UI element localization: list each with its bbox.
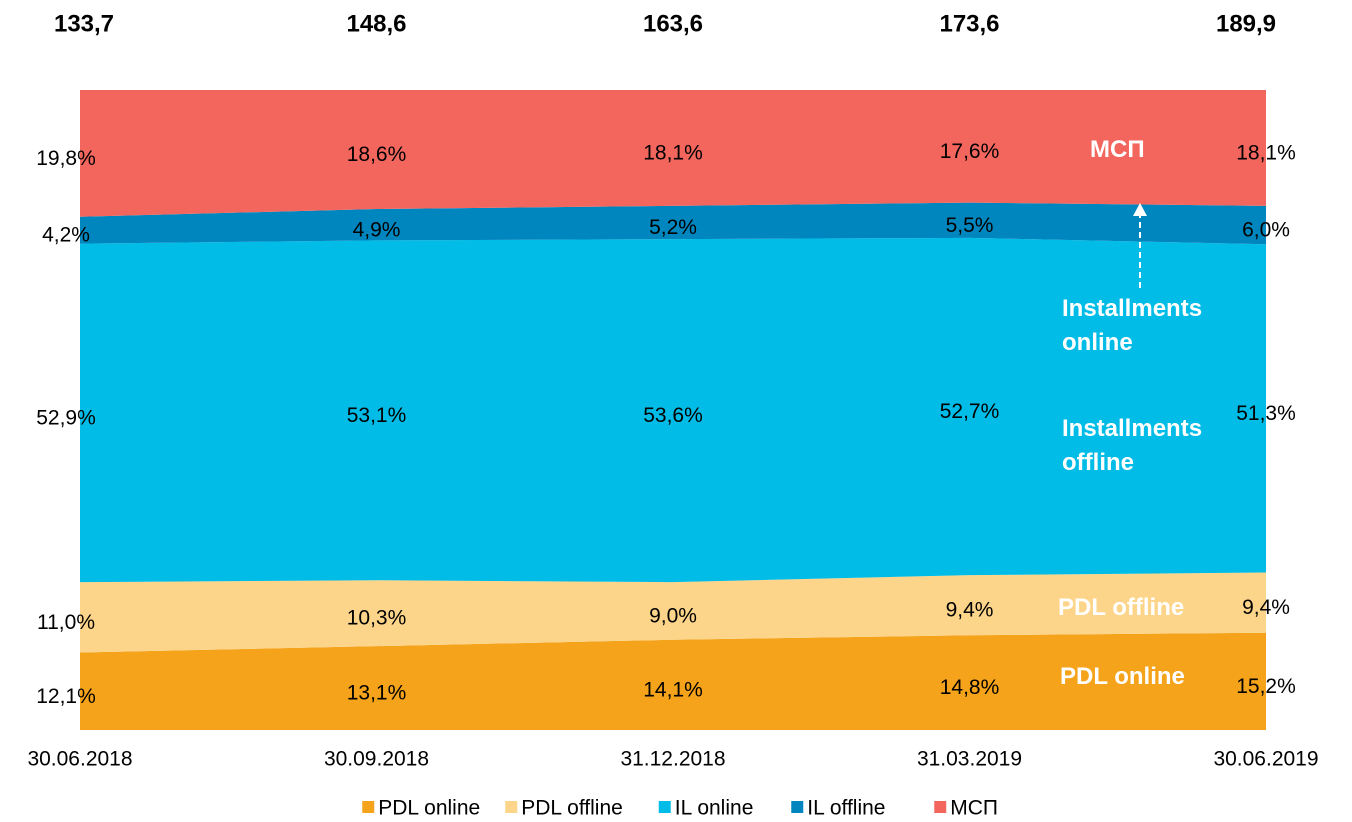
- legend-swatch: [362, 801, 375, 813]
- data-label: 4,2%: [42, 224, 90, 247]
- data-label: 18,1%: [1236, 141, 1296, 164]
- data-label: 12,1%: [36, 685, 96, 708]
- data-label: 14,8%: [940, 676, 1000, 699]
- data-label: 18,6%: [347, 143, 407, 166]
- x-tick-label: 30.06.2018: [27, 748, 132, 771]
- x-tick-label: 31.12.2018: [620, 748, 725, 771]
- data-label: 52,9%: [36, 406, 96, 429]
- legend-label: PDL online: [378, 797, 480, 820]
- area-0: [80, 632, 1266, 730]
- arrow-head: [1133, 203, 1147, 216]
- data-label: 9,4%: [1242, 596, 1290, 619]
- data-label: 5,2%: [649, 216, 697, 239]
- data-label: 13,1%: [347, 682, 407, 705]
- data-label: 5,5%: [946, 214, 994, 237]
- legend-label: МСП: [950, 797, 998, 820]
- annotation: МСП: [1090, 136, 1145, 163]
- data-label: 19,8%: [36, 147, 96, 170]
- legend-swatch: [658, 801, 671, 813]
- area-2: [80, 237, 1266, 583]
- legend-swatch: [791, 801, 804, 813]
- total-label: 173,6: [939, 10, 999, 37]
- data-label: 53,6%: [643, 404, 703, 427]
- data-label: 17,6%: [940, 140, 1000, 163]
- data-label: 4,9%: [353, 218, 401, 241]
- legend-swatch: [505, 801, 518, 813]
- data-label: 53,1%: [347, 404, 407, 427]
- data-label: 51,3%: [1236, 402, 1296, 425]
- x-tick-label: 31.03.2019: [917, 748, 1022, 771]
- legend-label: IL online: [675, 797, 754, 820]
- data-label: 15,2%: [1236, 675, 1296, 698]
- annotation: Installments online: [1062, 295, 1203, 356]
- data-label: 6,0%: [1242, 219, 1290, 242]
- data-label: 18,1%: [643, 141, 703, 164]
- area-4: [80, 90, 1266, 217]
- x-tick-label: 30.09.2018: [324, 748, 429, 771]
- data-label: 9,0%: [649, 605, 697, 628]
- area-1: [80, 572, 1266, 653]
- legend-label: PDL offline: [521, 797, 623, 820]
- total-label: 163,6: [643, 10, 703, 37]
- data-label: 10,3%: [347, 607, 407, 630]
- legend-swatch: [934, 801, 947, 813]
- data-label: 11,0%: [37, 611, 95, 634]
- data-label: 52,7%: [940, 400, 1000, 423]
- annotation: PDL online: [1060, 663, 1185, 690]
- data-label: 9,4%: [946, 599, 994, 622]
- total-label: 189,9: [1216, 10, 1276, 37]
- annotation: Installments offline: [1062, 415, 1203, 476]
- total-label: 133,7: [54, 10, 114, 37]
- x-tick-label: 30.06.2019: [1213, 748, 1318, 771]
- total-label: 148,6: [346, 10, 406, 37]
- legend-label: IL offline: [807, 797, 885, 820]
- data-label: 14,1%: [643, 678, 703, 701]
- area-3: [80, 202, 1266, 245]
- annotation: PDL offline: [1058, 594, 1185, 621]
